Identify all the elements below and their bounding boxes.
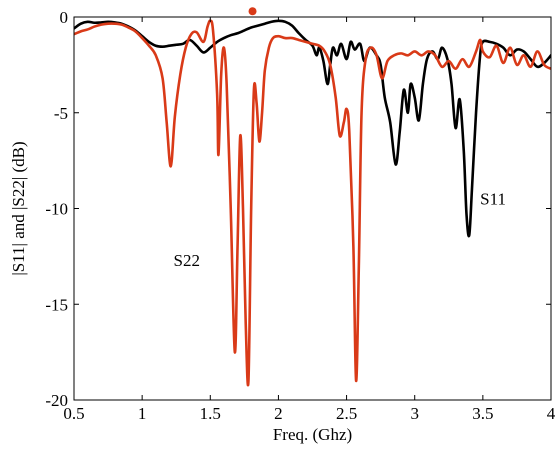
tick-layer: 0.5 1 1.5 2 2.5 3 3.5 4 0 -5 -10 -15 -20 — [45, 8, 555, 423]
series-layer — [74, 7, 551, 387]
y-tick-label: -10 — [45, 200, 68, 219]
y-tick-label: -20 — [45, 391, 68, 410]
y-tick-label: -15 — [45, 295, 68, 314]
x-tick-label: 4 — [547, 404, 556, 423]
x-tick-label: 1 — [138, 404, 147, 423]
series-label-s22: S22 — [173, 251, 199, 270]
series-line-s22 — [74, 19, 551, 387]
marker-dot — [248, 7, 257, 16]
x-tick-label: 2 — [274, 404, 283, 423]
series-label-s11: S11 — [480, 190, 506, 209]
y-tick-label: 0 — [60, 8, 69, 27]
x-tick-label: 2.5 — [336, 404, 357, 423]
x-tick-label: 1.5 — [200, 404, 221, 423]
annotation-layer: S11 S22 — [173, 190, 505, 270]
series-line-s11 — [74, 19, 551, 238]
y-axis-label: |S11| and |S22| (dB) — [9, 141, 28, 275]
x-tick-label: 3 — [410, 404, 419, 423]
x-axis-label: Freq. (Ghz) — [273, 425, 352, 444]
x-tick-label: 3.5 — [472, 404, 493, 423]
y-tick-label: -5 — [54, 104, 68, 123]
x-tick-label: 0.5 — [63, 404, 84, 423]
